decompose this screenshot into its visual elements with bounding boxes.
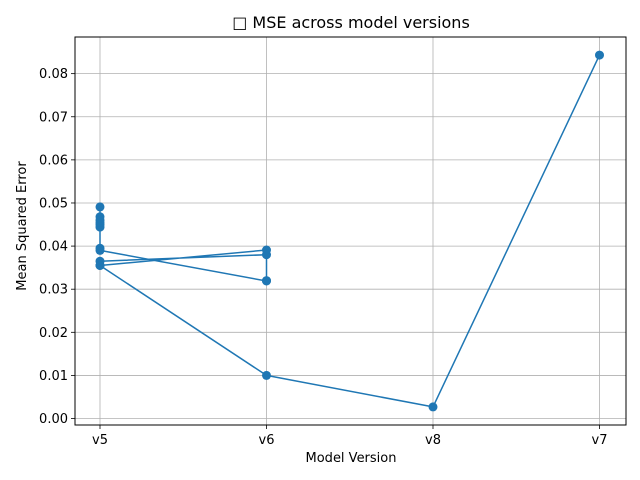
x-tick-label: v6 — [259, 433, 275, 448]
y-axis-ticks: 0.00 0.01 0.02 0.03 0.04 0.05 0.06 0.07 0.08 — [39, 67, 75, 427]
y-axis-title: Mean Squared Error — [15, 161, 30, 291]
x-tick-label: v5 — [92, 433, 108, 448]
y-tick-label: 0.05 — [39, 196, 68, 211]
data-point — [95, 217, 105, 227]
y-tick-label: 0.00 — [39, 412, 68, 427]
data-point — [95, 245, 105, 255]
data-point — [95, 202, 105, 212]
data-point — [262, 276, 271, 286]
y-tick-label: 0.04 — [39, 240, 68, 255]
data-point — [428, 402, 438, 412]
x-axis-title: Model Version — [306, 451, 397, 466]
y-tick-label: 0.07 — [39, 110, 68, 125]
plot-area-frame — [74, 36, 627, 426]
data-point — [262, 370, 271, 380]
y-tick-label: 0.03 — [39, 283, 68, 298]
y-tick-label: 0.01 — [39, 369, 68, 384]
grid-lines — [75, 37, 626, 425]
data-point — [262, 245, 271, 255]
y-tick-label: 0.02 — [39, 326, 68, 341]
y-tick-label: 0.06 — [39, 153, 68, 168]
data-point — [95, 261, 105, 270]
x-axis-ticks: v5 v6 v8 v7 — [92, 425, 607, 448]
x-tick-label: v7 — [592, 433, 608, 448]
series-points — [95, 50, 604, 412]
data-point — [595, 50, 604, 60]
y-tick-label: 0.08 — [39, 67, 68, 82]
chart-title: □ MSE across model versions — [232, 13, 470, 32]
x-tick-label: v8 — [425, 433, 441, 448]
